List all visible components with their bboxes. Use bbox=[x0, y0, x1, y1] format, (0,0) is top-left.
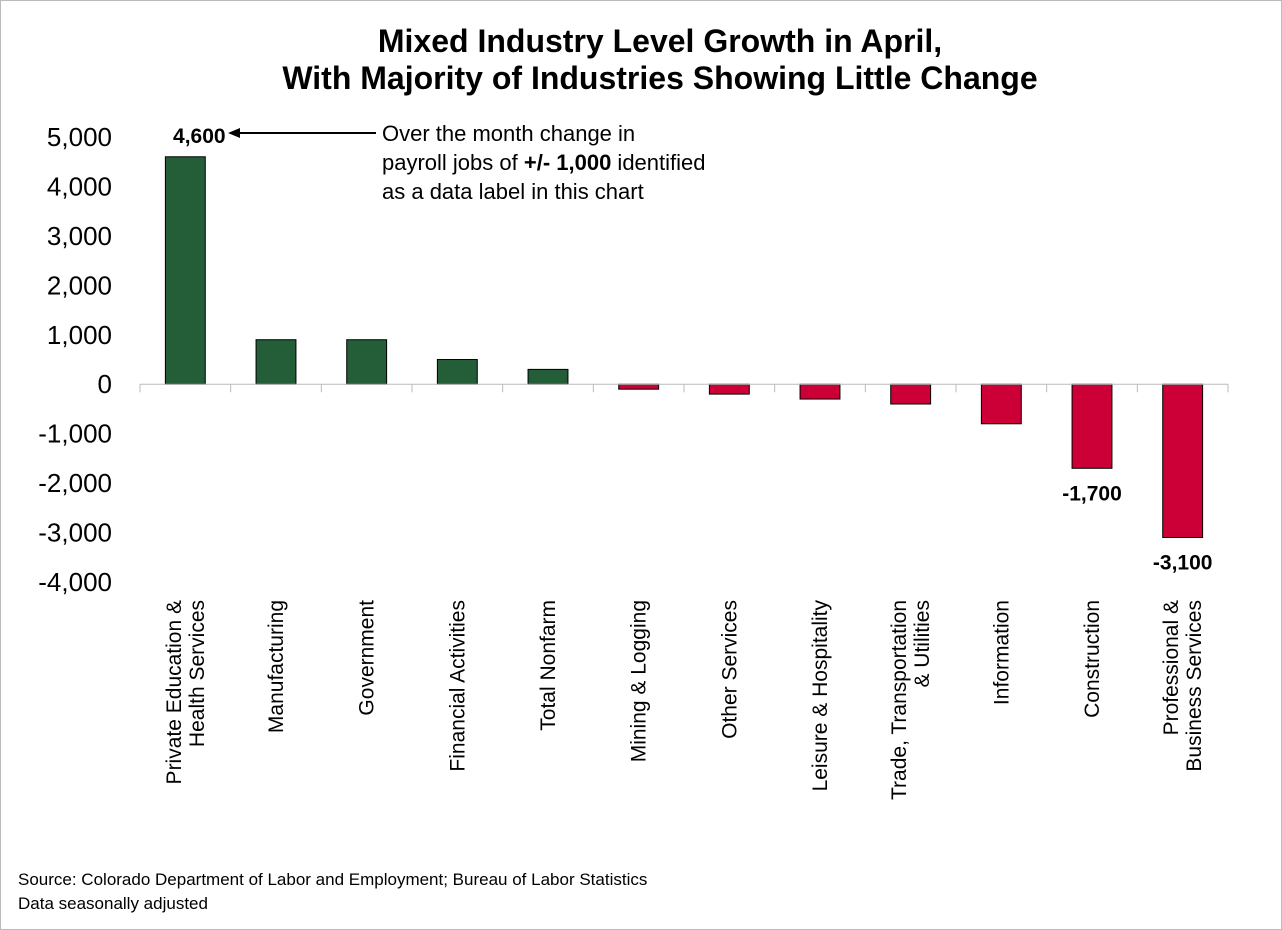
y-tick-label: -1,000 bbox=[38, 419, 112, 449]
annotation-bold: +/- 1,000 bbox=[524, 150, 611, 175]
y-tick-label: 5,000 bbox=[47, 122, 112, 152]
x-tick-label: Mining & Logging bbox=[628, 600, 651, 762]
x-tick-label: Private Education &Health Services bbox=[163, 600, 209, 784]
bar bbox=[1162, 383, 1204, 538]
bar bbox=[618, 383, 660, 390]
bar bbox=[980, 383, 1022, 425]
annotation-line: payroll jobs of bbox=[382, 150, 524, 175]
chart-title: Mixed Industry Level Growth in April, Wit… bbox=[282, 23, 1037, 96]
y-tick-label: 3,000 bbox=[47, 221, 112, 251]
annotation-line: as a data label in this chart bbox=[382, 179, 644, 204]
annotation-line: identified bbox=[611, 150, 705, 175]
y-tick-label: 2,000 bbox=[47, 270, 112, 300]
x-tick-label: Other Services bbox=[718, 600, 741, 739]
bar bbox=[436, 359, 478, 385]
y-tick-label: -3,000 bbox=[38, 518, 112, 548]
x-tick-label: Total Nonfarm bbox=[537, 600, 560, 731]
source: Source: Colorado Department of Labor and… bbox=[18, 870, 647, 889]
x-tick-label: Government bbox=[356, 600, 379, 716]
y-tick-label: 0 bbox=[98, 369, 112, 399]
bar bbox=[346, 339, 388, 385]
data-label: -1,700 bbox=[1062, 482, 1122, 505]
bar bbox=[255, 339, 297, 385]
y-tick-label: -4,000 bbox=[38, 567, 112, 597]
bar bbox=[164, 156, 206, 385]
bar bbox=[1071, 383, 1113, 469]
y-tick-label: -2,000 bbox=[38, 468, 112, 498]
y-tick-label: 4,000 bbox=[47, 171, 112, 201]
x-tick-label: Manufacturing bbox=[265, 600, 288, 733]
y-tick-label: 1,000 bbox=[47, 320, 112, 350]
source-note: Data seasonally adjusted bbox=[18, 894, 208, 913]
data-label: 4,600 bbox=[173, 125, 226, 148]
bar bbox=[799, 383, 841, 400]
bar bbox=[890, 383, 932, 405]
bar bbox=[527, 368, 569, 385]
annotation: Over the month change in payroll jobs of… bbox=[382, 121, 712, 204]
annotation-arrowhead bbox=[228, 128, 240, 138]
x-tick-label: Trade, Transportation& Utilities bbox=[888, 600, 934, 800]
annotation-line: Over the month change in bbox=[382, 121, 635, 146]
bar bbox=[708, 383, 750, 395]
data-label: -3,100 bbox=[1153, 552, 1213, 575]
x-tick-label: Financial Activities bbox=[446, 600, 469, 772]
x-tick-label: Professional &Business Services bbox=[1160, 600, 1206, 772]
x-tick-label: Information bbox=[990, 600, 1013, 705]
x-tick-label: Construction bbox=[1081, 600, 1104, 718]
x-tick-label: Leisure & Hospitality bbox=[809, 600, 832, 792]
